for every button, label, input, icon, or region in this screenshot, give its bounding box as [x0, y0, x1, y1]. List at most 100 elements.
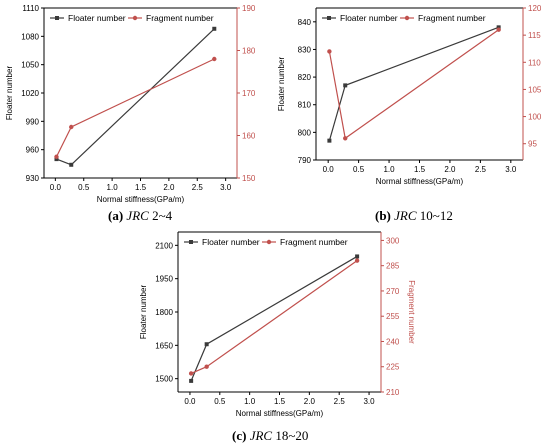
y-tick-label-left: 810	[298, 101, 312, 110]
y-tick-label-left: 840	[298, 18, 312, 27]
y-tick-label-right: 270	[386, 287, 400, 296]
floater-point	[204, 342, 209, 347]
y-tick-label-right: 150	[242, 174, 256, 183]
x-tick-label: 1.5	[274, 397, 286, 406]
y-axis-title-left: Floater number	[5, 66, 14, 121]
y-tick-label-left: 1050	[21, 61, 39, 70]
floater-point	[355, 254, 360, 259]
x-tick-label: 2.0	[304, 397, 316, 406]
caption-b: (b) JRC 10~12	[375, 208, 453, 224]
floater-series-line	[328, 26, 499, 141]
caption-b-label: (b)	[375, 208, 391, 223]
legend-fragment-label: Fragment number	[280, 237, 348, 247]
x-tick-label: 1.5	[135, 183, 147, 192]
legend-floater-label: Floater number	[68, 13, 126, 23]
fragment-point	[343, 136, 348, 141]
caption-a-label: (a)	[108, 208, 124, 223]
y-tick-label-right: 105	[528, 85, 542, 94]
y-tick-label-right: 110	[528, 58, 541, 67]
y-tick-label-right: 210	[386, 388, 400, 397]
y-tick-label-left: 830	[298, 45, 312, 54]
caption-c-jrc: JRC	[249, 428, 273, 443]
y-axis-title-left: Floater number	[277, 57, 286, 112]
x-axis-title: Normal stiffness(GPa/m)	[376, 177, 464, 186]
y-axis-title-right: Fragment number	[407, 280, 416, 344]
x-tick-label: 1.0	[383, 165, 395, 174]
y-tick-label-left: 930	[26, 174, 40, 183]
caption-a: (a) JRC 2~4	[108, 208, 172, 224]
x-tick-label: 2.5	[475, 165, 487, 174]
y-tick-label-right: 225	[386, 363, 400, 372]
x-axis-title: Normal stiffness(GPa/m)	[236, 409, 324, 418]
fragment-series-line	[190, 260, 358, 375]
y-tick-label-left: 1110	[22, 4, 39, 13]
legend-fragment-label: Fragment number	[146, 13, 214, 23]
y-tick-label-left: 1020	[21, 89, 39, 98]
y-tick-label-right: 180	[242, 47, 256, 56]
y-tick-label-left: 1950	[155, 275, 173, 284]
legend-floater-label: Floater number	[202, 237, 260, 247]
x-axis-title: Normal stiffness(GPa/m)	[97, 195, 185, 204]
x-tick-label: 1.5	[414, 165, 426, 174]
x-tick-label: 2.0	[444, 165, 456, 174]
y-tick-label-left: 800	[298, 128, 312, 137]
caption-b-jrc: JRC	[394, 208, 417, 223]
fragment-point	[496, 27, 501, 32]
x-tick-label: 2.5	[334, 397, 346, 406]
fragment-point	[212, 56, 217, 62]
caption-a-range: 2~4	[152, 208, 173, 223]
x-tick-label: 2.5	[192, 183, 204, 192]
y-tick-label-left: 960	[26, 146, 40, 155]
floater-point	[327, 138, 332, 143]
legend-floater-label: Floater number	[340, 13, 398, 23]
floater-point	[343, 83, 348, 88]
legend-fragment-label: Fragment number	[418, 13, 486, 23]
fragment-point	[69, 124, 74, 130]
y-tick-label-left: 1800	[155, 308, 173, 317]
y-tick-label-right: 95	[528, 140, 537, 149]
y-tick-label-left: 1080	[21, 32, 39, 41]
x-tick-label: 0.5	[353, 165, 365, 174]
floater-point	[212, 26, 217, 31]
legend-floater-marker	[55, 16, 59, 20]
y-tick-label-right: 115	[528, 31, 541, 40]
y-tick-label-left: 2100	[155, 241, 173, 250]
x-tick-label: 1.0	[244, 397, 256, 406]
fragment-point	[204, 364, 209, 369]
caption-a-jrc: JRC	[126, 208, 149, 223]
legend-floater-marker	[327, 16, 331, 20]
legend-fragment-marker	[266, 239, 272, 245]
fragment-series-line	[55, 58, 215, 158]
y-tick-label-right: 100	[528, 113, 542, 122]
fragment-point	[54, 154, 59, 159]
y-tick-label-right: 240	[386, 337, 400, 346]
fragment-point	[354, 258, 360, 263]
caption-c-label: (c)	[232, 428, 247, 443]
caption-c-range: 18~20	[275, 428, 309, 443]
y-tick-label-left: 1500	[155, 375, 173, 384]
y-tick-label-right: 190	[242, 4, 256, 13]
floater-point	[69, 162, 74, 167]
y-tick-label-left: 820	[298, 73, 312, 82]
x-tick-label: 1.0	[107, 183, 119, 192]
x-tick-label: 2.0	[163, 183, 175, 192]
chart-panel-b: 0.0 0.5 1.0 1.5 2.0 2.5 3.0 790 800 810 820 830 840 9…	[277, 4, 542, 186]
y-tick-label-right: 285	[386, 262, 400, 271]
chart-panel-c: 0.0 0.5 1.0 1.5 2.0 2.5 3.0 1500 1650 1800 1950 210…	[139, 231, 416, 418]
fragment-series-line	[328, 29, 499, 140]
x-tick-label: 0.0	[50, 183, 62, 192]
x-tick-label: 0.5	[78, 183, 90, 192]
floater-point	[54, 157, 59, 162]
y-axis-title-left: Floater number	[139, 285, 148, 340]
x-tick-label: 3.0	[363, 397, 375, 406]
floater-point	[189, 378, 194, 383]
legend-fragment-marker	[404, 15, 410, 21]
y-tick-label-right: 170	[242, 89, 256, 98]
fragment-point	[327, 49, 332, 54]
y-tick-label-right: 160	[242, 132, 256, 141]
x-tick-label: 0.0	[184, 397, 196, 406]
y-tick-label-right: 300	[386, 236, 400, 245]
floater-point	[496, 25, 501, 30]
y-tick-label-left: 790	[298, 156, 312, 165]
